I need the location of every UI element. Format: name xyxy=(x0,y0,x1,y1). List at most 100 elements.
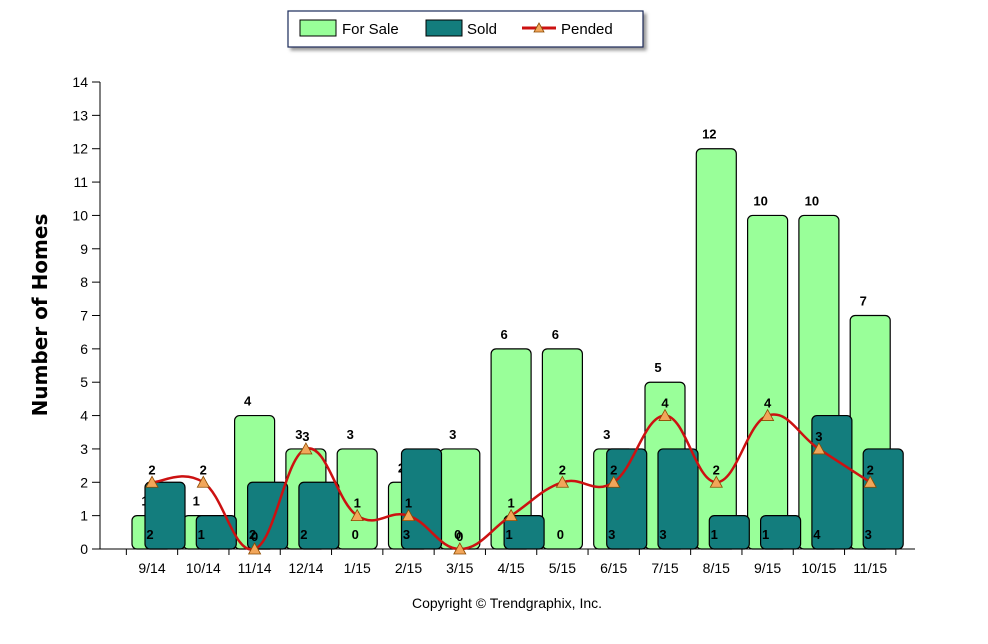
sold-value-label: 1 xyxy=(505,527,512,542)
pended-marker xyxy=(607,475,621,488)
legend-swatch-sold xyxy=(425,19,463,37)
x-tick-label: 7/15 xyxy=(651,560,678,576)
pended-value-label: 2 xyxy=(867,462,874,477)
sold-bar xyxy=(400,448,443,550)
y-axis-label: Number of Homes xyxy=(28,214,52,417)
x-tick-label: 11/14 xyxy=(238,560,272,576)
pended-marker xyxy=(504,508,518,522)
for-sale-value-label: 3 xyxy=(295,427,302,442)
sold-bar xyxy=(657,448,699,550)
sold-value-label: 4 xyxy=(813,527,821,542)
pended-value-label: 2 xyxy=(559,462,566,477)
pended-value-label: 4 xyxy=(661,396,669,411)
y-tick-label: 5 xyxy=(80,374,88,390)
sold-bar xyxy=(195,515,237,550)
for-sale-value-label: 5 xyxy=(654,360,661,375)
pended-marker xyxy=(863,475,877,488)
pended-value-label: 2 xyxy=(148,462,155,477)
y-tick-label: 7 xyxy=(80,308,88,324)
x-tick-label: 5/15 xyxy=(549,560,576,576)
sold-value-label: 0 xyxy=(557,527,564,542)
legend-label-sold: Sold xyxy=(467,21,497,38)
x-tick-label: 12/14 xyxy=(288,560,323,576)
pended-value-label: 0 xyxy=(456,529,463,544)
for-sale-value-label: 10 xyxy=(805,193,819,208)
legend-swatch-for-sale xyxy=(299,19,337,37)
pended-marker xyxy=(709,475,723,488)
y-tick-label: 9 xyxy=(80,241,88,257)
x-tick-label: 8/15 xyxy=(703,560,730,576)
for-sale-value-label: 3 xyxy=(603,427,610,442)
x-tick-label: 10/15 xyxy=(801,560,836,576)
for-sale-value-label: 6 xyxy=(552,327,559,342)
y-tick-label: 14 xyxy=(72,74,88,90)
for-sale-value-label: 4 xyxy=(244,394,252,409)
pended-marker xyxy=(401,508,416,522)
y-tick-label: 2 xyxy=(80,474,88,490)
for-sale-value-label: 3 xyxy=(449,427,456,442)
sold-bar xyxy=(298,481,340,550)
for-sale-value-label: 1 xyxy=(193,494,200,509)
pended-value-label: 2 xyxy=(610,462,617,477)
sold-value-label: 2 xyxy=(146,527,153,542)
x-tick-label: 2/15 xyxy=(395,560,422,576)
x-tick-label: 9/14 xyxy=(138,560,165,576)
pended-value-label: 1 xyxy=(405,496,412,511)
pended-value-label: 1 xyxy=(354,496,361,511)
legend-label-for-sale: For Sale xyxy=(342,21,399,38)
x-tick-label: 11/15 xyxy=(853,560,887,576)
legend: For Sale Sold Pended xyxy=(287,10,644,48)
legend-box xyxy=(287,10,644,48)
sold-value-label: 3 xyxy=(608,527,615,542)
y-tick-label: 3 xyxy=(80,441,88,457)
pended-value-label: 4 xyxy=(764,396,772,411)
x-tick-label: 9/15 xyxy=(754,560,781,576)
pended-value-label: 0 xyxy=(251,529,258,544)
for-sale-value-label: 10 xyxy=(753,193,767,208)
sold-bar xyxy=(247,481,289,550)
pended-marker xyxy=(812,442,826,455)
pended-value-label: 1 xyxy=(507,496,514,511)
sold-bar xyxy=(144,481,186,550)
y-tick-label: 4 xyxy=(80,408,88,424)
sold-value-label: 1 xyxy=(198,527,205,542)
legend-label-pended: Pended xyxy=(561,21,613,38)
for-sale-bar xyxy=(746,214,789,550)
sold-value-label: 2 xyxy=(300,527,307,542)
pended-marker xyxy=(196,475,210,488)
pended-marker xyxy=(555,475,570,488)
for-sale-value-label: 12 xyxy=(702,127,716,142)
x-tick-label: 1/15 xyxy=(344,560,371,576)
legend-swatch-pended-marker xyxy=(533,22,545,33)
sold-value-label: 3 xyxy=(659,527,666,542)
pended-marker xyxy=(350,508,364,522)
pended-value-label: 3 xyxy=(302,429,309,444)
y-tick-label: 13 xyxy=(72,107,88,123)
y-tick-label: 10 xyxy=(72,207,88,223)
y-tick-label: 12 xyxy=(72,141,88,157)
sold-value-label: 3 xyxy=(865,527,872,542)
sold-bar xyxy=(606,448,648,550)
sold-value-label: 2 xyxy=(249,527,256,542)
pended-marker xyxy=(453,542,467,555)
pended-marker xyxy=(658,408,672,421)
sold-bar xyxy=(862,448,904,550)
sold-value-label: 0 xyxy=(454,527,461,542)
pended-marker xyxy=(299,442,313,455)
sold-value-label: 0 xyxy=(352,527,359,542)
x-tick-label: 4/15 xyxy=(497,560,524,576)
pended-marker xyxy=(760,408,775,421)
pended-value-label: 2 xyxy=(200,462,207,477)
sold-value-label: 3 xyxy=(403,527,410,542)
x-tick-label: 6/15 xyxy=(600,560,627,576)
for-sale-bar xyxy=(695,148,737,550)
y-tick-label: 6 xyxy=(80,341,88,357)
for-sale-value-label: 6 xyxy=(500,327,507,342)
y-tick-label: 11 xyxy=(73,174,88,190)
pended-value-label: 2 xyxy=(713,462,720,477)
y-tick-label: 1 xyxy=(80,508,88,524)
for-sale-value-label: 3 xyxy=(347,427,354,442)
x-tick-label: 3/15 xyxy=(446,560,473,576)
